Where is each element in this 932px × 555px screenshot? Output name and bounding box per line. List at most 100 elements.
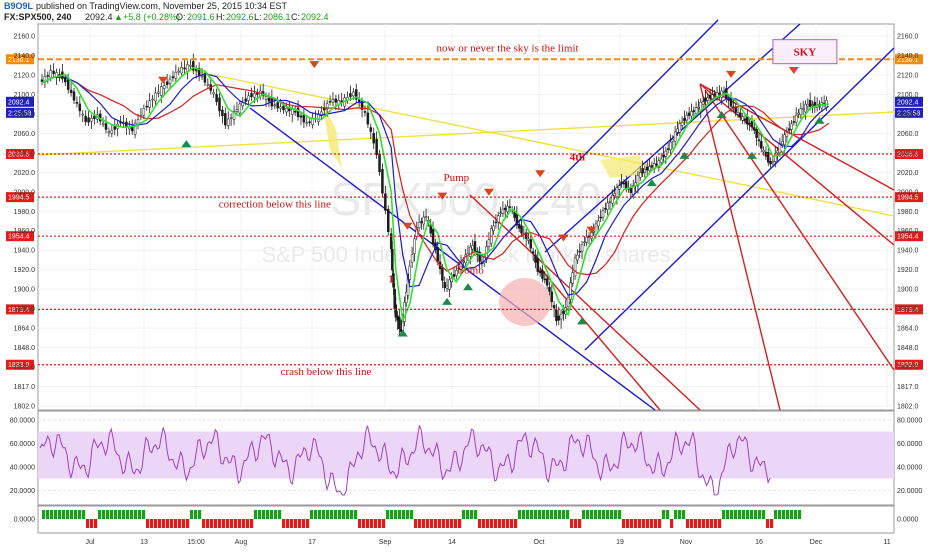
candle-body [405,291,408,304]
candle-body [792,121,796,123]
hist-bar-up [78,510,82,519]
candle-body [177,70,181,73]
candle-body [355,89,358,100]
x-tick-label: 15:00 [187,539,205,546]
price-change: +5.8 (+0.28%) [123,12,180,22]
hist-bar-up [722,510,726,519]
main-pane[interactable] [37,23,895,411]
price-badge-left [6,54,34,65]
y-tick-label-right: 2160.0 [897,34,919,41]
candle-body [797,112,800,115]
candle-body [543,278,547,281]
hist-bar-up [682,510,686,519]
candle-body [771,160,775,163]
candle-body [746,116,749,125]
y-tick-label-right: 1940.0 [897,248,919,255]
candle-body [680,121,684,126]
candle-body [580,244,584,252]
candle-body [360,100,364,110]
annotation-label: Pump [444,172,470,184]
hist-bar-down [486,519,490,528]
hist-bar-up [538,510,542,519]
candle-body [417,222,421,229]
candle-body [808,100,812,107]
hist-bar-down [298,519,302,528]
candle-body [517,223,521,229]
red-fan-5 [699,83,781,411]
y-tick-label-right: 1832.0 [897,365,919,372]
candle-body [384,193,387,211]
x-tick-label: Sep [379,539,392,546]
candle-body [221,109,224,117]
candle-body [369,127,373,132]
hist-bar-down [302,519,306,528]
y-tick-label-right: 1848.0 [897,345,919,352]
candle-body [578,250,581,253]
candle-body [648,166,651,171]
price-badge-right [895,149,923,160]
hist-bar-down [694,519,698,528]
author-name[interactable]: B9O9L [4,1,34,11]
hist-tick-right: 0.0000 [897,517,919,524]
candle-body [224,113,227,126]
x-tick-label: Jul [86,539,95,546]
symbol-label[interactable]: FX:SPX500, 240 [4,12,72,22]
candle-body [659,158,663,163]
hist-bar-up [122,510,126,519]
hist-bar-down [690,519,694,528]
hist-bar-up [346,510,350,519]
candle-body [620,181,623,185]
price-badge-label: 2038.8 [8,152,30,159]
hist-bar-down [94,519,98,528]
candle-body [375,138,378,156]
candle-body [666,148,670,150]
candle-body [801,108,805,110]
candle-body [448,279,451,290]
candle-body [597,220,600,227]
candle-body [736,112,740,115]
hist-bar-down [202,519,206,528]
hist-bar-up [754,510,758,519]
x-tick-label: Nov [680,539,693,546]
candle-body [174,72,178,79]
candle-body [757,139,761,142]
price-badge-right [895,96,923,107]
hist-bar-up [398,510,402,519]
candle-body [676,128,679,133]
candle-body [464,254,467,264]
y-tick-label-left: 1940.0 [14,248,36,255]
candle-body [392,273,395,288]
hist-bar-down [170,519,174,528]
hist-bar-up [42,510,46,519]
candle-body [704,97,707,102]
candle-body [229,117,233,119]
x-tick-label: 11 [883,539,890,546]
candle-body [673,131,677,142]
candle-body [78,103,82,112]
candle-body [398,316,401,329]
candle-body [743,118,747,121]
candle-body [774,153,777,162]
hist-bar-up [662,510,666,519]
candle-body [250,93,253,98]
candle-body [151,98,154,101]
candle-body [93,115,96,120]
open-label: O: [176,12,186,22]
candle-body [264,96,268,100]
y-tick-label-left: 1880.0 [14,306,36,313]
annotation-label: crash below this line [281,366,372,378]
y-tick-label-right: 2020.0 [897,170,919,177]
hist-bar-down [430,519,434,528]
candle-body [643,169,647,173]
candle-body [557,315,561,321]
candle-body [748,122,751,125]
hist-bar-down [234,519,238,528]
hist-bar-up [50,510,54,519]
hist-bar-up [402,510,406,519]
hist-bar-up [594,510,598,519]
candle-body [601,210,605,218]
hist-bar-up [518,510,522,519]
candle-body [501,208,505,214]
hist-bar-down [374,519,378,528]
